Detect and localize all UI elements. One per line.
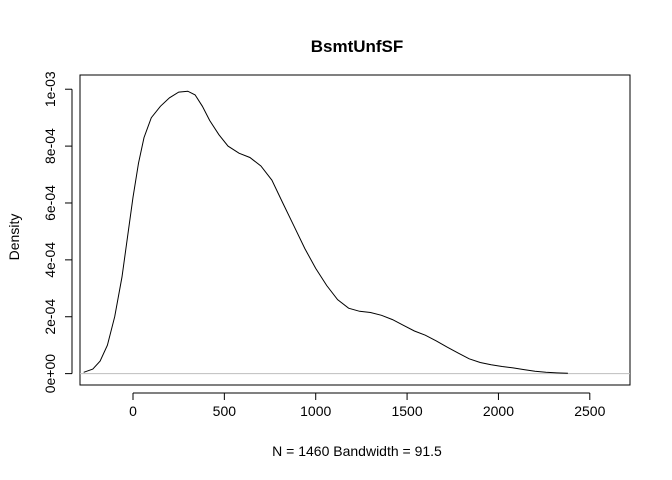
y-axis: 0e+00 2e-04 4e-04 6e-04 8e-04 1e-03: [42, 71, 73, 394]
y-tick-label: 0e+00: [42, 354, 58, 394]
y-tick-label: 2e-04: [42, 299, 58, 335]
x-tick-label: 1000: [300, 403, 331, 419]
x-tick-label: 2500: [574, 403, 605, 419]
x-tick-label: 500: [213, 403, 237, 419]
x-axis-label: N = 1460 Bandwidth = 91.5: [272, 443, 442, 459]
y-tick-label: 6e-04: [42, 185, 58, 221]
plot-frame: [79, 74, 631, 386]
x-tick-label: 2000: [483, 403, 514, 419]
chart-title: BsmtUnfSF: [311, 37, 404, 56]
y-tick-label: 1e-03: [42, 71, 58, 107]
density-curve: [83, 90, 568, 374]
x-tick-label: 0: [129, 403, 137, 419]
y-axis-label: Density: [6, 214, 22, 261]
y-tick-label: 4e-04: [42, 242, 58, 278]
y-tick-label: 8e-04: [42, 128, 58, 164]
x-tick-label: 1500: [391, 403, 422, 419]
x-axis: 0 500 1000 1500 2000 2500: [129, 392, 606, 419]
